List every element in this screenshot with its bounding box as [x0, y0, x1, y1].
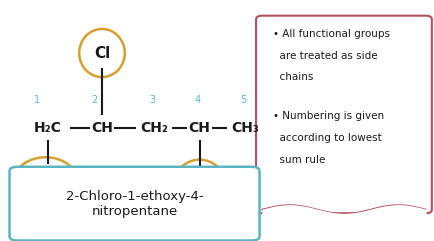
Text: 5: 5 — [240, 95, 246, 105]
Text: CH₃: CH₃ — [231, 121, 259, 135]
Text: 2-Chloro-1-ethoxy-4-
nitropentane: 2-Chloro-1-ethoxy-4- nitropentane — [66, 190, 204, 218]
Text: NO₂: NO₂ — [185, 176, 214, 190]
Text: CH: CH — [91, 121, 113, 135]
Text: CH: CH — [189, 121, 210, 135]
Text: • All functional groups: • All functional groups — [273, 29, 391, 39]
Text: sum rule: sum rule — [273, 155, 326, 165]
Text: 2: 2 — [91, 95, 97, 105]
Text: are treated as side: are treated as side — [273, 51, 378, 60]
FancyBboxPatch shape — [10, 167, 260, 241]
Text: chains: chains — [273, 72, 314, 82]
Text: 3: 3 — [149, 95, 155, 105]
Text: OC₂H₅: OC₂H₅ — [24, 174, 67, 187]
Text: H₂C: H₂C — [34, 121, 62, 135]
Text: Cl: Cl — [94, 46, 110, 60]
Text: • Numbering is given: • Numbering is given — [273, 111, 385, 121]
Text: according to lowest: according to lowest — [273, 133, 382, 143]
Text: 4: 4 — [194, 95, 201, 105]
Text: CH₂: CH₂ — [140, 121, 168, 135]
Text: 1: 1 — [34, 95, 40, 105]
FancyBboxPatch shape — [256, 16, 432, 213]
